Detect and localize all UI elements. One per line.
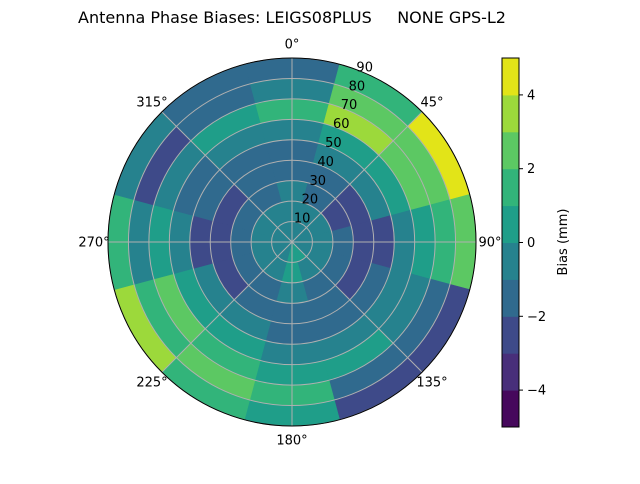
radial-tick-label: 90 xyxy=(356,60,373,75)
colorbar-segment xyxy=(502,131,519,170)
angular-tick-label: 135° xyxy=(416,376,447,391)
angular-tick-label: 225° xyxy=(136,376,167,391)
angular-gridline xyxy=(291,241,423,373)
angular-gridline xyxy=(161,241,293,373)
colorbar-segment xyxy=(502,316,519,354)
radial-tick-label: 80 xyxy=(349,79,366,94)
angular-tick-label: 180° xyxy=(276,434,307,449)
angular-tick-label: 90° xyxy=(478,236,501,251)
radial-tick-label: 30 xyxy=(309,174,326,189)
angular-tick-label: 45° xyxy=(420,95,443,110)
radial-tick-label: 50 xyxy=(325,136,342,151)
radial-tick-labels: 10 20 30 40 50 60 70 80 90 xyxy=(294,60,373,226)
colorbar-label: Bias (mm) xyxy=(556,209,571,276)
colorbar-segment xyxy=(502,279,519,317)
colorbar-segment xyxy=(502,94,519,133)
colorbar-tick-label: −4 xyxy=(527,384,546,399)
angular-tick-label: 270° xyxy=(78,236,109,251)
chart-title: Antenna Phase Biases: LEIGS08PLUS NONE G… xyxy=(78,8,506,27)
radial-tick-label: 10 xyxy=(294,212,311,227)
colorbar-tick-label: −2 xyxy=(527,310,546,325)
colorbar-tick-label: 0 xyxy=(527,236,535,251)
radial-tick-label: 60 xyxy=(333,117,350,132)
angular-tick-label: 0° xyxy=(285,38,300,53)
polar-grid xyxy=(107,57,477,427)
colorbar-segment xyxy=(502,353,519,391)
angular-gridline xyxy=(161,111,293,243)
radial-tick-label: 70 xyxy=(341,98,358,113)
radial-tick-label: 20 xyxy=(302,193,319,208)
colorbar-segment xyxy=(502,242,519,280)
angular-tick-labels: 0° 45° 90° 135° 180° 225° 270° 315° xyxy=(78,38,501,449)
colorbar-segment xyxy=(502,390,519,428)
polar-frame xyxy=(107,57,477,427)
colorbar-tick-label: 4 xyxy=(527,88,535,103)
radial-tick-label: 40 xyxy=(317,155,334,170)
angular-tick-label: 315° xyxy=(136,95,167,110)
colorbar-segment xyxy=(502,58,519,96)
angular-gridline xyxy=(291,111,423,243)
colorbar-segment xyxy=(502,205,519,243)
colorbar: −4 −2 0 2 4 xyxy=(501,57,546,428)
colorbar-segment xyxy=(502,168,519,207)
colorbar-tick-label: 2 xyxy=(527,162,535,177)
